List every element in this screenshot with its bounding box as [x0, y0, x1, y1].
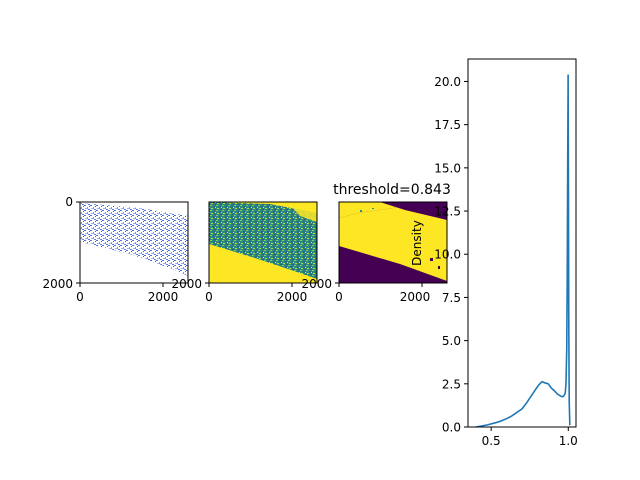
image-3-title: threshold=0.843	[333, 182, 451, 198]
image-2-x-tick: 2000	[277, 290, 308, 304]
image-2-y-tick: 2000	[171, 277, 202, 291]
image-3-dark-wedge	[380, 202, 447, 220]
image-panel-1: 0 2000 0 2000	[42, 195, 189, 304]
density-x-tick-label: 1.0	[559, 434, 578, 448]
image-panel-2: 0 2000 2000	[171, 201, 318, 304]
image-3-x-axis: 0 2000	[335, 283, 430, 304]
density-y-tick-label: 7.5	[442, 291, 461, 305]
density-plot-area	[468, 59, 576, 427]
density-y-axis-label: Density	[410, 220, 424, 266]
image-1-frame	[79, 201, 189, 284]
image-3-x-tick: 2000	[400, 290, 431, 304]
density-y-tick-label: 20.0	[434, 75, 461, 89]
image-3-frame	[338, 201, 448, 284]
image-1-x-tick: 2000	[148, 290, 179, 304]
image-3-y-tick: 2000	[301, 277, 332, 291]
density-y-tick-label: 10.0	[434, 248, 461, 262]
image-1-x-tick: 0	[76, 290, 84, 304]
density-y-tick-label: 0.0	[442, 421, 461, 435]
density-series-line	[475, 74, 571, 427]
image-1-y-tick: 2000	[42, 277, 73, 291]
image-1-y-tick: 0	[65, 195, 73, 209]
image-1-sample-region	[80, 203, 188, 276]
density-y-tick-label: 12.5	[434, 205, 461, 219]
image-1-x-axis: 0 2000	[76, 283, 178, 304]
image-2-sample-region	[209, 202, 317, 279]
image-1-y-axis: 0 2000	[42, 195, 80, 291]
density-panel: 0.5 1.0 0.0 2.5 5.0 7.5 10.0 12.5 15.0 17.5 20.0 De…	[410, 58, 578, 448]
image-2-x-tick: 0	[205, 290, 213, 304]
image-2-x-axis: 0 2000	[205, 283, 307, 304]
density-y-tick-label: 2.5	[442, 377, 461, 391]
image-2-bright-patch	[290, 205, 317, 222]
image-2-frame	[208, 201, 318, 284]
density-y-tick-label: 15.0	[434, 161, 461, 175]
image-3-x-tick: 0	[335, 290, 343, 304]
density-x-tick-label: 0.5	[482, 434, 501, 448]
density-y-tick-label: 17.5	[434, 118, 461, 132]
image-3-y-axis: 2000	[301, 277, 339, 291]
density-y-tick-label: 5.0	[442, 334, 461, 348]
image-panel-3: threshold=0.843 0 2000 2000	[301, 182, 450, 304]
image-2-y-axis: 2000	[171, 277, 209, 291]
image-3-above-threshold	[339, 207, 447, 281]
density-frame	[467, 58, 577, 428]
